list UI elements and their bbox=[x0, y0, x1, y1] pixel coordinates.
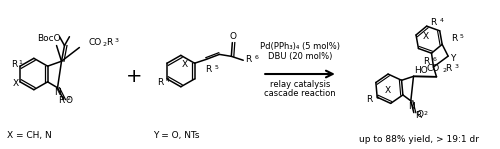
Text: X: X bbox=[182, 60, 188, 69]
Text: R: R bbox=[430, 18, 437, 27]
Text: 5: 5 bbox=[214, 65, 218, 70]
Text: cascade reaction: cascade reaction bbox=[264, 89, 336, 98]
Text: O: O bbox=[66, 96, 73, 105]
Text: 2: 2 bbox=[102, 42, 106, 47]
Text: relay catalysis: relay catalysis bbox=[270, 80, 330, 89]
Text: R: R bbox=[366, 95, 372, 104]
Text: X: X bbox=[384, 86, 390, 95]
Text: R: R bbox=[445, 64, 452, 73]
Text: 6: 6 bbox=[432, 57, 436, 62]
Text: R: R bbox=[424, 56, 430, 66]
Text: Y: Y bbox=[450, 54, 456, 63]
Text: 2: 2 bbox=[424, 111, 428, 116]
Text: R: R bbox=[414, 111, 421, 120]
Text: +: + bbox=[126, 67, 142, 86]
Text: R: R bbox=[157, 78, 163, 87]
Text: 4: 4 bbox=[440, 18, 444, 23]
Text: R: R bbox=[451, 34, 457, 43]
Text: 1: 1 bbox=[18, 60, 22, 65]
Text: R: R bbox=[206, 65, 212, 74]
Text: O: O bbox=[230, 32, 237, 41]
Text: R: R bbox=[58, 96, 64, 105]
Text: up to 88% yield, > 19:1 dr: up to 88% yield, > 19:1 dr bbox=[359, 135, 479, 144]
Text: Pd(PPh₃)₄ (5 mol%): Pd(PPh₃)₄ (5 mol%) bbox=[260, 42, 340, 51]
Text: CO: CO bbox=[426, 64, 440, 73]
Text: 3: 3 bbox=[454, 64, 458, 69]
Text: O: O bbox=[416, 110, 424, 119]
Text: 1: 1 bbox=[375, 95, 379, 100]
Text: N: N bbox=[408, 102, 415, 111]
Text: X: X bbox=[13, 79, 19, 88]
Text: 4: 4 bbox=[166, 78, 170, 83]
Text: R: R bbox=[245, 55, 252, 64]
Text: R: R bbox=[106, 38, 112, 47]
Text: X = CH, N: X = CH, N bbox=[8, 131, 52, 140]
Text: 2: 2 bbox=[66, 96, 70, 101]
Text: X: X bbox=[423, 32, 429, 41]
Text: 3: 3 bbox=[114, 38, 118, 43]
Text: DBU (20 mol%): DBU (20 mol%) bbox=[268, 52, 332, 61]
Text: 5: 5 bbox=[460, 34, 464, 39]
Text: Y = O, NTs: Y = O, NTs bbox=[152, 131, 199, 140]
Text: 6: 6 bbox=[254, 55, 258, 60]
Text: R: R bbox=[11, 60, 17, 69]
Text: BocO: BocO bbox=[37, 34, 60, 43]
Text: 2: 2 bbox=[442, 68, 446, 73]
Text: CO: CO bbox=[88, 38, 102, 47]
Text: HO: HO bbox=[414, 66, 428, 75]
Text: N: N bbox=[54, 88, 61, 97]
